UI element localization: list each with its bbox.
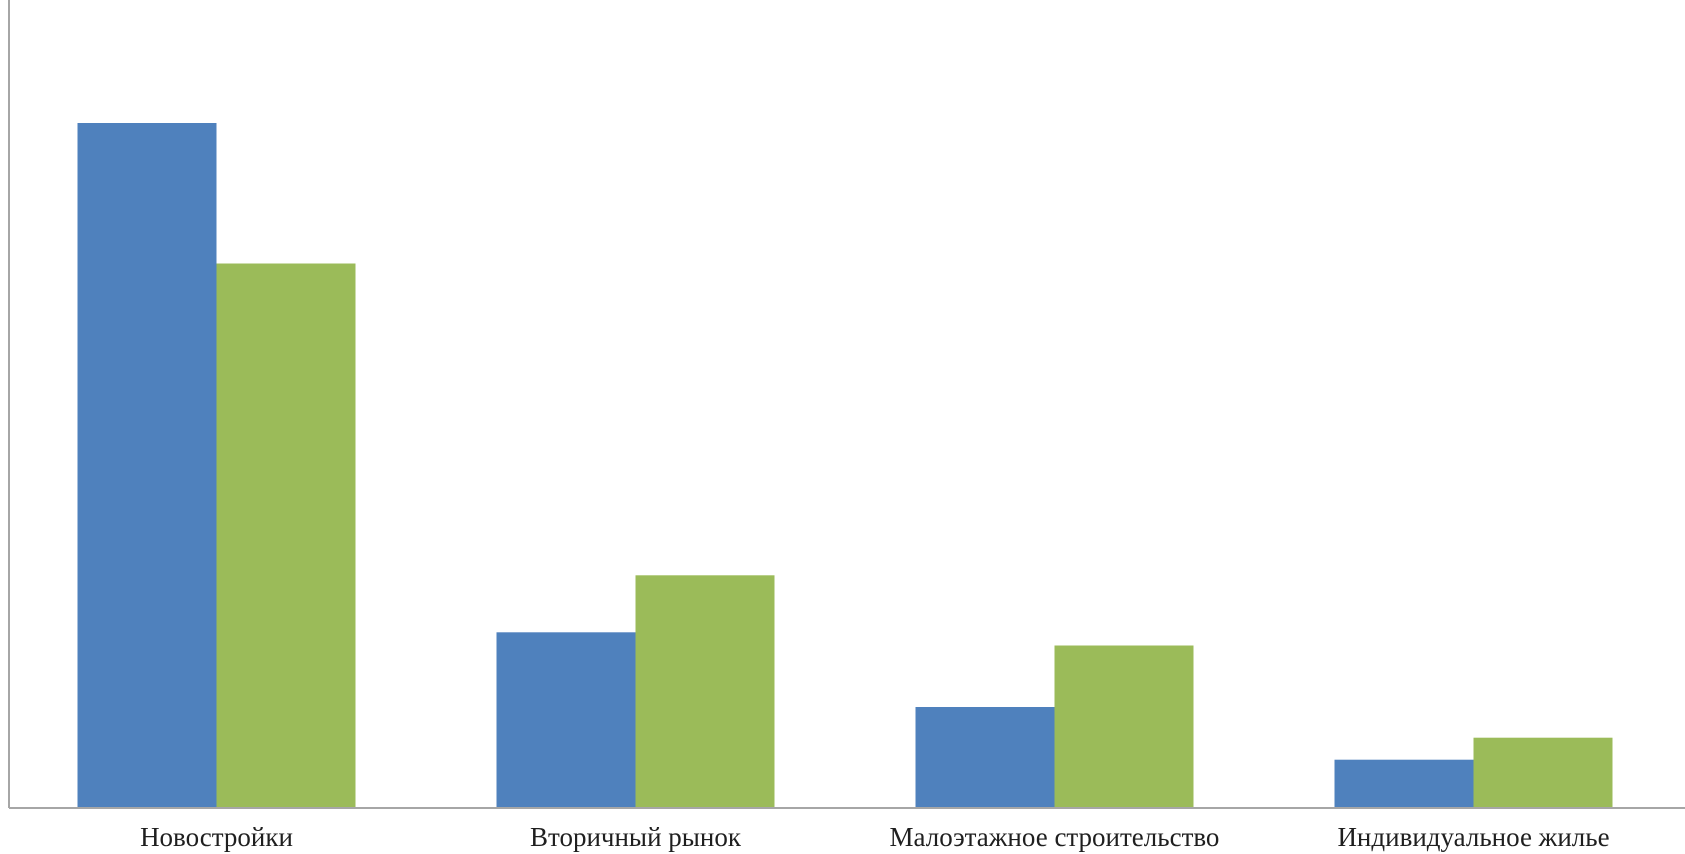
x-tick-label: Новостройки bbox=[140, 822, 293, 852]
bar-series1-3 bbox=[915, 707, 1055, 808]
bar-series2-1 bbox=[216, 263, 356, 808]
x-tick-labels: Новостройки Вторичный рынок Малоэтажное ст… bbox=[140, 822, 1610, 852]
x-tick-label: Малоэтажное строительство bbox=[890, 822, 1220, 852]
bar-series2-2 bbox=[635, 575, 775, 808]
x-tick-label: Индивидуальное жилье bbox=[1337, 822, 1609, 852]
bar-series1-4 bbox=[1334, 759, 1474, 808]
bars-group bbox=[77, 123, 1613, 808]
bar-series1-2 bbox=[496, 632, 636, 808]
bar-series2-3 bbox=[1054, 645, 1194, 808]
x-tick-label: Вторичный рынок bbox=[530, 822, 742, 852]
bar-series1-1 bbox=[77, 123, 217, 808]
bar-series2-4 bbox=[1473, 737, 1613, 808]
